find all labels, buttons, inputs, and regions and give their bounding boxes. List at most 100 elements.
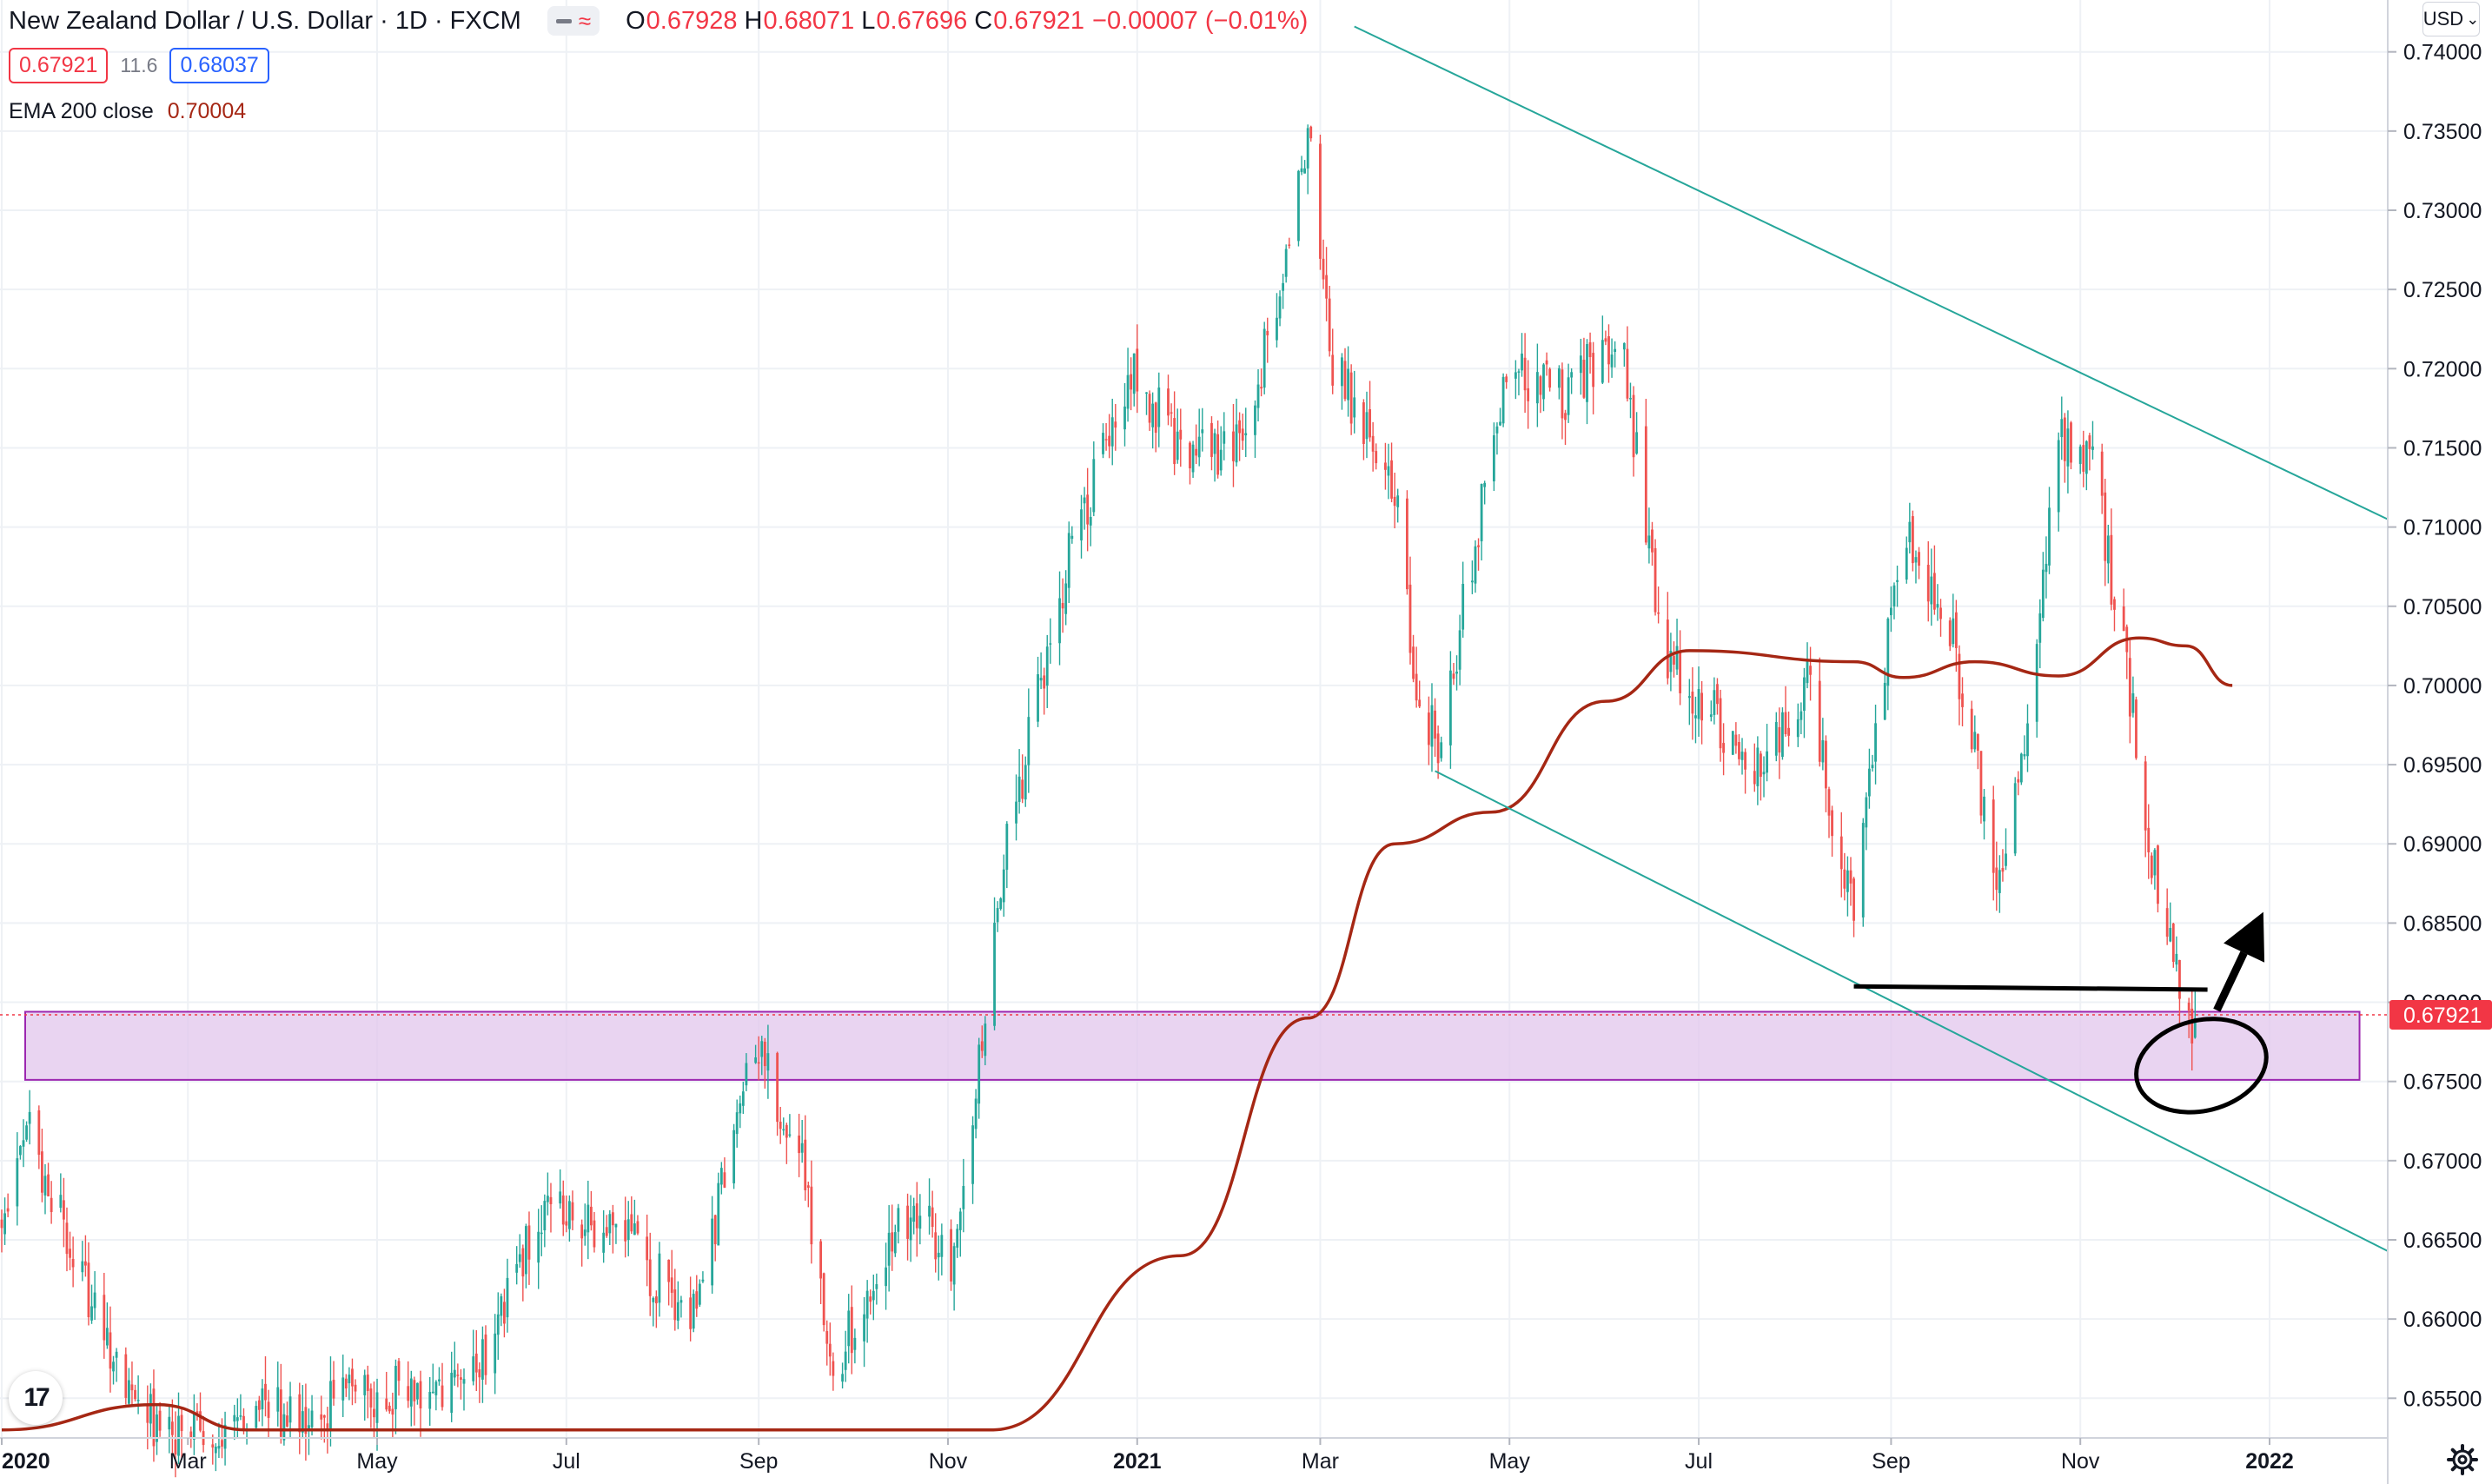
candle-body (1365, 412, 1369, 440)
candle-body (2171, 923, 2175, 962)
candle-body (409, 1378, 413, 1407)
candle-body (1282, 282, 1284, 291)
candle-body (2157, 845, 2159, 904)
indicator-legend[interactable]: EMA 200 close 0.70004 (9, 99, 246, 124)
candle-body (1384, 462, 1387, 470)
candle-body (1517, 371, 1521, 373)
candle-body (1173, 418, 1176, 465)
currency-button[interactable]: USD ⌄ (2422, 2, 2480, 36)
candle-body (1179, 429, 1183, 440)
candle-body (673, 1289, 677, 1321)
candle-body (1535, 372, 1539, 404)
time-tick-label: Nov (929, 1449, 968, 1474)
candle-body (1774, 721, 1778, 756)
candle-body (28, 1111, 31, 1124)
candle-body (257, 1400, 261, 1410)
upper-channel-line[interactable] (1354, 25, 2389, 520)
candle-body (654, 1296, 658, 1304)
candle-body (326, 1423, 329, 1431)
candle-body (583, 1229, 587, 1236)
candle-body (261, 1388, 264, 1410)
candle-body (494, 1333, 497, 1374)
candle-body (41, 1151, 43, 1193)
sell-button[interactable]: 0.67921 (9, 47, 109, 83)
gear-icon[interactable] (2445, 1442, 2480, 1477)
candle-body (264, 1383, 267, 1401)
candle-body (1983, 796, 1985, 822)
candle-body (626, 1219, 630, 1241)
candle-body (593, 1220, 596, 1248)
tradingview-logo-icon[interactable]: 17 (9, 1371, 63, 1425)
candle-body (850, 1307, 853, 1354)
neckline-annotation[interactable] (1853, 984, 2208, 992)
chart-style-toggle[interactable]: ≈ (547, 6, 600, 36)
candle-body (103, 1295, 106, 1341)
candle-body (1219, 449, 1223, 471)
candle-body (344, 1378, 348, 1389)
candle-body (614, 1223, 618, 1228)
candle-body (1579, 355, 1582, 374)
symbol-title[interactable]: New Zealand Dollar / U.S. Dollar · 1D · … (9, 6, 521, 35)
candle-body (2153, 850, 2157, 876)
candle-body (43, 1176, 47, 1196)
price-tick-label: 0.74000 (2403, 41, 2482, 65)
candle-body (419, 1381, 422, 1409)
candle-body (1371, 435, 1375, 452)
candle-body (1514, 372, 1517, 379)
candle-body (865, 1290, 869, 1319)
candle-body (1232, 431, 1235, 461)
candle-body (434, 1381, 438, 1395)
candle-body (1827, 789, 1831, 816)
candle-body (1908, 521, 1912, 543)
candle-body (1973, 732, 1977, 750)
price-axis[interactable]: 0.74000 0.73500 0.73000 0.72500 0.72000 0.715… (2387, 0, 2482, 1484)
candle-body (1210, 422, 1213, 457)
candle-body (1582, 360, 1586, 398)
price-tick-label: 0.69500 (2403, 753, 2482, 778)
candle-body (375, 1392, 379, 1423)
candle-body (156, 1414, 158, 1442)
price-tick-label: 0.73500 (2403, 120, 2482, 144)
candle-body (2106, 535, 2110, 564)
candle-body (69, 1249, 71, 1258)
candle-body (1803, 677, 1806, 712)
candle-body (1349, 372, 1353, 424)
candle-body (332, 1380, 335, 1399)
candle-body (2104, 492, 2107, 561)
candle-body (2045, 563, 2048, 573)
candle-body (168, 1416, 171, 1430)
candle-body (71, 1258, 75, 1268)
candle-body (1415, 673, 1418, 701)
candle-body (37, 1110, 41, 1156)
arrow-annotation[interactable] (2213, 911, 2265, 1012)
candle-body (1914, 557, 1918, 563)
candle-body (1505, 376, 1508, 382)
candle-body (428, 1392, 432, 1409)
candle-body (16, 1158, 19, 1207)
candle-body (999, 898, 1003, 910)
candle-body (1958, 653, 1961, 699)
buy-button[interactable]: 0.68037 (169, 47, 269, 83)
wave-icon: ≈ (578, 8, 592, 34)
candle-body (189, 1431, 193, 1439)
candle-body (127, 1380, 130, 1404)
candle-body (1083, 497, 1086, 504)
candle-body (341, 1377, 345, 1401)
candle-body (3, 1213, 6, 1235)
candle-body (217, 1446, 221, 1449)
candle-body (474, 1353, 478, 1373)
ohlc-close-value: 0.67921 (993, 6, 1085, 35)
candle-body (1998, 870, 2001, 893)
candle-body (124, 1354, 128, 1398)
candle-body (2100, 451, 2104, 496)
ellipse-annotation[interactable] (2126, 1006, 2277, 1126)
candle-body (1070, 535, 1074, 540)
ohlc-low-label: L (861, 6, 876, 35)
candle-body (719, 1168, 723, 1185)
candle-body (1734, 734, 1738, 746)
time-axis[interactable]: 2020 Mar May Jul Sep Nov 2021 Mar May Jul Sep Nov 20… (0, 1437, 2388, 1474)
lower-channel-line[interactable] (1435, 770, 2389, 1252)
candle-body (757, 1062, 760, 1064)
candle-body (624, 1220, 627, 1242)
